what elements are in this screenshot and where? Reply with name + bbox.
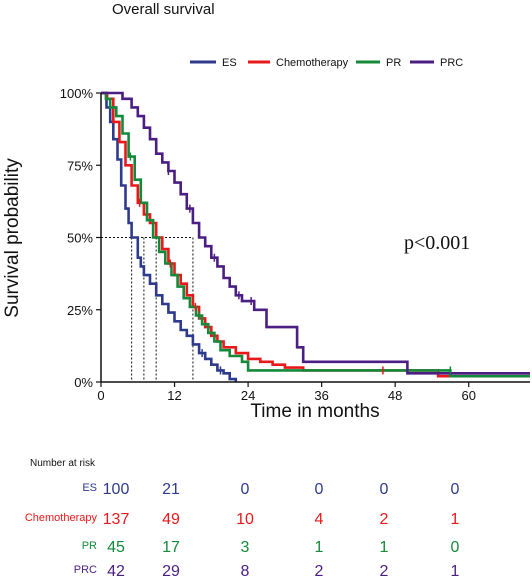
- risk-count: 17: [162, 539, 180, 556]
- risk-row-label: Chemotherapy: [25, 512, 98, 524]
- curve-chemotherapy: [101, 91, 530, 378]
- curve-es: [101, 91, 238, 382]
- risk-row-label: ES: [82, 482, 97, 494]
- risk-count: 100: [103, 481, 130, 498]
- legend-label: Chemotherapy: [276, 57, 349, 69]
- risk-count: 1: [380, 539, 389, 556]
- legend-label: PR: [386, 57, 401, 69]
- legend-label: PRC: [440, 57, 463, 69]
- y-ticks: 0% 25% 50% 75% 100%: [60, 86, 101, 390]
- risk-count: 0: [241, 481, 250, 498]
- risk-row-chemotherapy: Chemotherapy 137 49 10 4 2 1: [25, 511, 460, 528]
- risk-count: 2: [380, 563, 389, 577]
- y-axis-label: Survival probability: [2, 158, 23, 318]
- x-axis-label: Time in months: [250, 401, 379, 422]
- risk-count: 0: [315, 481, 324, 498]
- risk-row-prc: PRC 42 29 8 2 2 1: [74, 563, 460, 577]
- risk-count: 4: [315, 511, 324, 528]
- risk-count: 2: [380, 511, 389, 528]
- legend-item-prc: PRC: [410, 57, 463, 69]
- curve-pr: [101, 91, 530, 378]
- censor-marks: [129, 152, 452, 375]
- legend: ES Chemotherapy PR PRC: [190, 57, 463, 69]
- risk-count: 21: [162, 481, 180, 498]
- x-tick-label: 24: [241, 388, 255, 403]
- risk-count: 0: [451, 481, 460, 498]
- risk-count: 10: [236, 511, 254, 528]
- risk-count: 3: [241, 539, 250, 556]
- y-tick-label: 0%: [74, 375, 93, 390]
- risk-count: 49: [162, 511, 180, 528]
- risk-row-es: ES 100 21 0 0 0 0: [82, 481, 459, 498]
- chart-title: Overall survival: [112, 1, 215, 18]
- x-tick-label: 60: [461, 388, 475, 403]
- risk-count: 0: [451, 539, 460, 556]
- risk-row-label: PRC: [74, 564, 97, 576]
- legend-item-pr: PR: [356, 57, 401, 69]
- risk-row-label: PR: [82, 540, 97, 552]
- legend-item-es: ES: [190, 57, 237, 69]
- y-tick-label: 75%: [67, 158, 93, 173]
- risk-count: 0: [380, 481, 389, 498]
- p-value-annotation: p<0.001: [404, 232, 470, 254]
- risk-count: 29: [162, 563, 180, 577]
- risk-count: 45: [107, 539, 125, 556]
- y-tick-label: 100%: [60, 86, 94, 101]
- survival-curves: [101, 91, 530, 382]
- curve-prc: [101, 91, 530, 375]
- risk-count: 1: [315, 539, 324, 556]
- risk-count: 42: [107, 563, 125, 577]
- risk-count: 8: [241, 563, 250, 577]
- risk-count: 1: [451, 563, 460, 577]
- x-ticks: 0 12 24 36 48 60: [97, 382, 476, 403]
- x-tick-label: 12: [167, 388, 181, 403]
- y-tick-label: 50%: [67, 231, 93, 246]
- x-tick-label: 36: [314, 388, 328, 403]
- legend-item-chemotherapy: Chemotherapy: [248, 57, 349, 69]
- risk-count: 2: [315, 563, 324, 577]
- legend-label: ES: [222, 57, 237, 69]
- y-tick-label: 25%: [67, 303, 93, 318]
- risk-row-pr: PR 45 17 3 1 1 0: [82, 539, 460, 556]
- median-reference-lines: [101, 237, 194, 382]
- x-tick-label: 48: [388, 388, 402, 403]
- risk-table-title: Number at risk: [30, 458, 96, 469]
- risk-count: 137: [103, 511, 130, 528]
- x-tick-label: 0: [97, 388, 104, 403]
- risk-count: 1: [451, 511, 460, 528]
